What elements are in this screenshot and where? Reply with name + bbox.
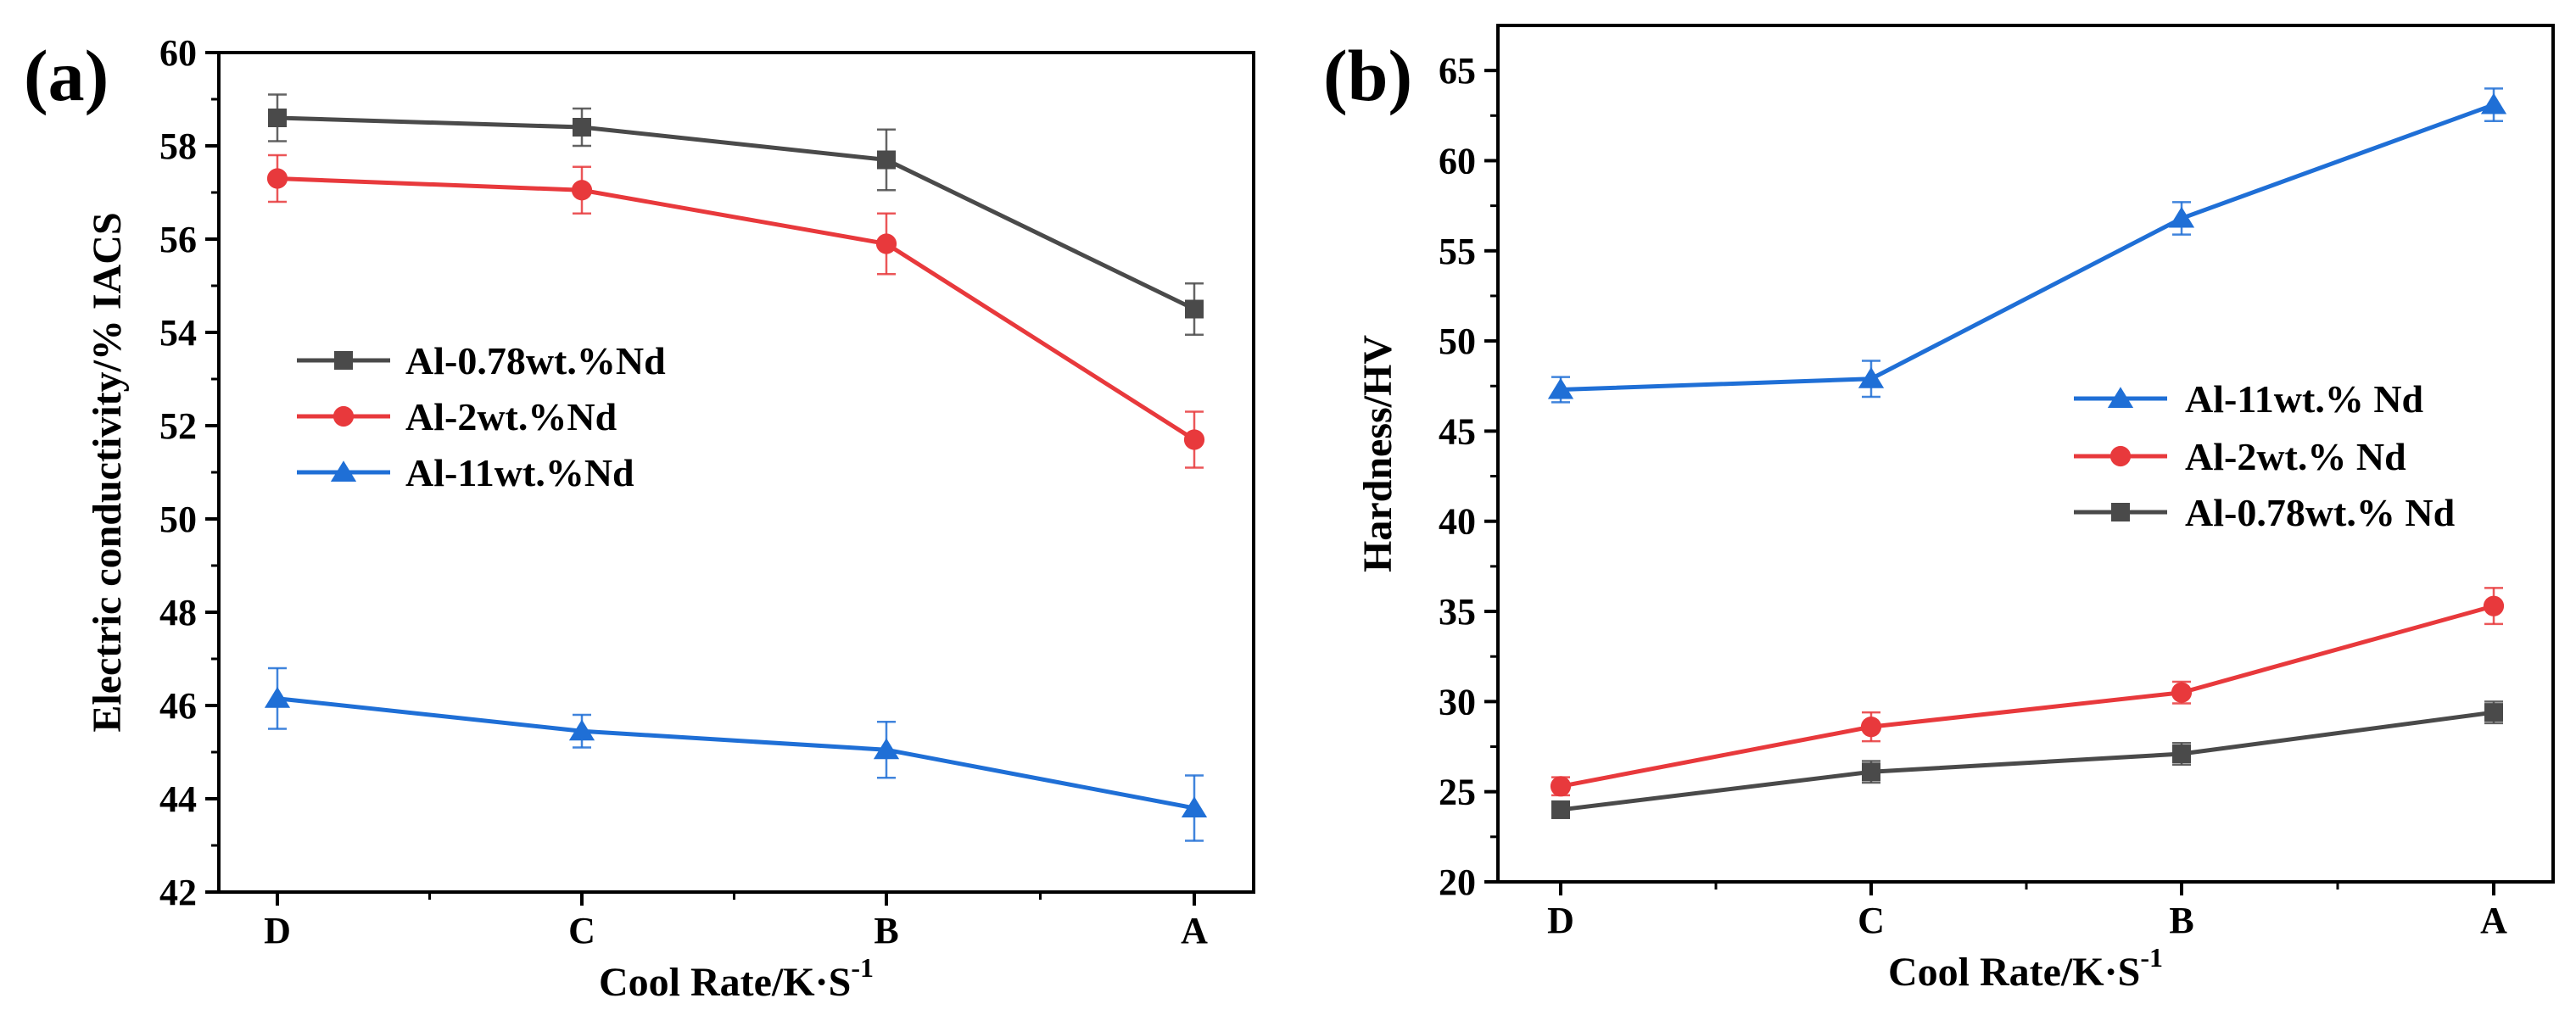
data-point-marker (875, 233, 897, 254)
legend-label: Al-11wt.% Nd (2185, 377, 2424, 421)
data-point-marker (1860, 717, 1882, 738)
legend-label: Al-0.78wt.% Nd (2185, 491, 2456, 534)
data-point-marker (873, 738, 900, 760)
series-line (1560, 710, 2495, 812)
data-point-marker (264, 687, 291, 708)
data-point-marker (1547, 377, 1574, 399)
data-point-marker (571, 180, 593, 201)
y-tick-label: 46 (159, 685, 197, 727)
legend-marker (334, 351, 353, 370)
y-tick-label: 45 (1439, 410, 1476, 452)
legend-marker (2109, 445, 2132, 467)
y-tick-label: 60 (1439, 140, 1476, 181)
data-point-marker (2172, 745, 2191, 764)
series-Al-0.78wt.% Nd (1551, 700, 2503, 819)
data-point-marker (2168, 206, 2195, 228)
y-tick-label: 55 (1439, 231, 1476, 272)
x-axis-title-text: Cool Rate/K·S (1888, 950, 2140, 995)
y-tick-label: 44 (159, 778, 197, 820)
data-point-marker (2484, 703, 2503, 722)
y-axis-title: Hardness/HV (1355, 335, 1400, 572)
legend-marker (330, 460, 357, 482)
legend-label: Al-2wt.% Nd (2185, 435, 2406, 478)
x-axis-title-superscript: -1 (2140, 942, 2163, 973)
legend-marker (332, 405, 355, 427)
series-Al-2wt.%Nd (266, 153, 1205, 469)
x-tick-label: D (264, 910, 291, 951)
legend-label: Al-2wt.%Nd (405, 395, 617, 438)
x-axis-title-text: Cool Rate/K·S (599, 960, 851, 1005)
panel-label: (a) (24, 35, 109, 116)
series-line (277, 696, 1195, 811)
data-point-marker (1181, 796, 1208, 817)
legend-marker (2107, 387, 2134, 408)
data-point-marker (266, 168, 288, 189)
y-tick-label: 54 (159, 312, 197, 354)
data-point-marker (1551, 800, 1570, 819)
data-point-marker (2480, 92, 2507, 114)
x-tick-label: B (874, 910, 898, 951)
x-tick-label: B (2169, 900, 2193, 941)
series-Al-0.78wt.%Nd (268, 93, 1204, 336)
data-point-marker (1858, 367, 1885, 388)
data-point-marker (2171, 682, 2193, 703)
x-axis-title: Cool Rate/K·S-1 (599, 952, 874, 1005)
x-tick-label: A (2480, 900, 2507, 941)
data-point-marker (1550, 776, 1572, 797)
data-point-marker (573, 118, 591, 137)
data-point-marker (568, 719, 595, 741)
y-tick-label: 50 (159, 499, 197, 540)
y-tick-label: 30 (1439, 681, 1476, 722)
legend-label: Al-11wt.%Nd (405, 451, 634, 494)
x-axis-title-superscript: -1 (851, 952, 874, 983)
y-tick-label: 52 (159, 405, 197, 447)
y-tick-label: 42 (159, 872, 197, 913)
y-tick-label: 56 (159, 219, 197, 260)
x-tick-label: C (1858, 900, 1885, 941)
legend-label: Al-0.78wt.%Nd (405, 339, 666, 382)
x-tick-label: A (1181, 910, 1208, 951)
series-line (277, 176, 1196, 442)
y-tick-label: 50 (1439, 321, 1476, 362)
series-Al-11wt.%Nd (264, 666, 1208, 842)
y-tick-label: 60 (159, 32, 197, 74)
y-tick-label: 40 (1439, 501, 1476, 543)
panel-label: (b) (1323, 35, 1412, 116)
x-axis-title: Cool Rate/K·S-1 (1888, 942, 2163, 995)
y-tick-label: 65 (1439, 50, 1476, 92)
data-point-marker (268, 109, 287, 127)
y-tick-label: 35 (1439, 591, 1476, 633)
y-tick-label: 20 (1439, 862, 1476, 903)
data-point-marker (1862, 762, 1880, 782)
series-Al-2wt.% Nd (1550, 587, 2505, 797)
chart-panel-b: 20 25 30 35 40 45 50 55 60 65 D C B A Cool Rate/K·S-1 H… (1323, 24, 2555, 995)
data-point-marker (1183, 429, 1205, 450)
y-tick-label: 25 (1439, 772, 1476, 813)
data-point-marker (877, 150, 896, 170)
legend-marker (2111, 503, 2130, 521)
data-point-marker (1185, 299, 1204, 319)
y-tick-label: 48 (159, 592, 197, 633)
series-line (1560, 604, 2495, 789)
x-tick-label: D (1547, 900, 1574, 941)
series-line (1560, 103, 2495, 393)
y-axis-title: Electric conductivity/% IACS (85, 212, 130, 732)
series-Al-11wt.% Nd (1547, 87, 2507, 404)
x-tick-label: C (568, 910, 595, 951)
data-point-marker (2483, 595, 2505, 616)
series-line (277, 115, 1196, 311)
chart-panel-a: 42 44 46 48 50 52 54 56 58 60 D C B A Cool Rate/K·S-1 E… (24, 32, 1255, 1005)
y-tick-label: 58 (159, 125, 197, 167)
